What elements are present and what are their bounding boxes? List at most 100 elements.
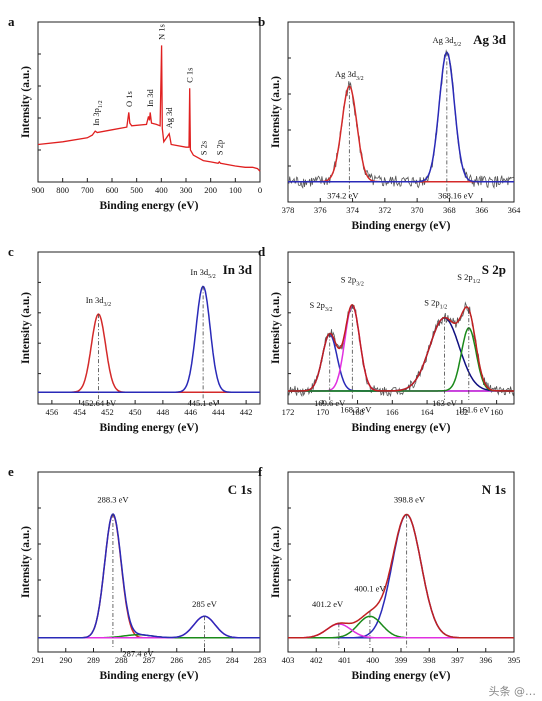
x-tick-label: 200: [204, 185, 217, 195]
fit-envelope-line: [288, 303, 514, 392]
x-tick-label: 374: [346, 205, 360, 215]
x-tick-label: 162: [455, 407, 468, 417]
peak-annotation: S 2p3/2: [310, 300, 333, 313]
fit-peak-line: [38, 513, 260, 639]
panel-d: 172 170 168 166 164 162 160 Binding energy (eV)…: [258, 244, 515, 434]
y-axis-label: Intensity (a.u.): [20, 66, 32, 138]
panel-title: In 3d: [223, 262, 253, 277]
y-axis-label: Intensity (a.u.): [270, 526, 282, 598]
peak-annotation: Ag 3d5/2: [433, 35, 462, 48]
x-tick-label: 400: [155, 185, 168, 195]
x-tick-label: 700: [81, 185, 94, 195]
x-tick-label: 283: [254, 655, 267, 665]
panel-b: 378 376 374 372 370 368 366 364 Binding energy (…: [258, 14, 521, 232]
x-tick-label: 164: [421, 407, 435, 417]
x-axis-label: Binding energy (eV): [99, 200, 198, 212]
peak-annotation: 163 eV: [432, 398, 458, 408]
x-tick-label: 900: [32, 185, 45, 195]
x-tick-label: 168: [351, 407, 364, 417]
x-tick-label: 170: [316, 407, 329, 417]
panel-title: C 1s: [228, 482, 252, 497]
plot-frame: [287, 251, 515, 405]
panel-label: e: [8, 464, 14, 479]
x-tick-label: 376: [314, 205, 327, 215]
x-tick-label: 402: [310, 655, 323, 665]
fit-peak-line: [288, 623, 514, 639]
peak-annotation: 161.6 eV: [458, 404, 490, 414]
panel-title: N 1s: [482, 482, 506, 497]
fit-envelope-line: [288, 513, 514, 639]
survey-spectrum-line: [37, 45, 261, 172]
peak-annotation: 445.1 eV: [188, 398, 220, 408]
panel-label: f: [258, 464, 263, 479]
x-tick-label: 444: [212, 407, 226, 417]
x-tick-label: 100: [229, 185, 242, 195]
peak-annotation: In 3d: [145, 89, 155, 107]
x-axis-label: Binding energy (eV): [99, 422, 198, 434]
x-tick-label: 500: [130, 185, 143, 195]
y-axis-label: Intensity (a.u.): [20, 526, 32, 598]
panel-label: b: [258, 14, 265, 29]
peak-annotation: 287.4 eV: [122, 648, 154, 658]
x-tick-label: 398: [423, 655, 436, 665]
peak-annotation: In 3d3/2: [86, 295, 111, 308]
fit-peak-line: [38, 615, 260, 639]
panel-c: 456 454 452 450 448 446 444 442 Binding energy (…: [8, 244, 261, 434]
x-axis-label: Binding energy (eV): [351, 220, 450, 232]
x-tick-label: 454: [73, 407, 87, 417]
x-tick-label: 401: [338, 655, 351, 665]
x-tick-label: 287: [143, 655, 156, 665]
x-tick-label: 172: [282, 407, 295, 417]
peak-annotation: Ag 3d3/2: [335, 69, 364, 82]
x-tick-label: 378: [282, 205, 295, 215]
x-tick-label: 452: [101, 407, 114, 417]
peak-annotation: In 3p1/2: [91, 100, 104, 125]
x-tick-label: 166: [386, 407, 399, 417]
plot-frame: [287, 21, 515, 203]
peak-annotation: N 1s: [157, 24, 167, 40]
peak-annotation: 452.64 eV: [81, 398, 117, 408]
plot-frame: [37, 251, 261, 405]
x-tick-label: 372: [378, 205, 391, 215]
panel-label: c: [8, 244, 14, 259]
x-tick-label: 289: [87, 655, 100, 665]
panel-a: 900 800 700 600 500 400 300 200 100 0 Binding ener…: [8, 14, 262, 212]
watermark: 头条 @…: [488, 685, 537, 698]
x-tick-label: 300: [180, 185, 193, 195]
x-tick-label: 400: [366, 655, 379, 665]
y-axis-label: Intensity (a.u.): [270, 292, 282, 364]
x-axis-label: Binding energy (eV): [351, 422, 450, 434]
fit-peak-line: [288, 85, 514, 183]
x-tick-label: 286: [170, 655, 183, 665]
peak-annotation: Ag 3d: [164, 107, 174, 129]
x-tick-label: 450: [129, 407, 142, 417]
raw-data-line: [287, 49, 515, 190]
panel-e: 291 290 289 288 287 286 285 284 283 Binding energ…: [8, 464, 266, 682]
peak-annotation: 285 eV: [192, 599, 218, 609]
x-tick-label: 396: [479, 655, 492, 665]
peak-annotation: 401.2 eV: [312, 599, 344, 609]
x-tick-label: 399: [395, 655, 408, 665]
x-tick-label: 288: [115, 655, 128, 665]
x-axis-label: Binding energy (eV): [99, 670, 198, 682]
x-tick-label: 442: [240, 407, 253, 417]
peak-annotation: O 1s: [124, 91, 134, 107]
plot-frame: [37, 21, 261, 183]
peak-annotation: 368.16 eV: [438, 191, 474, 201]
peak-annotation: S 2p1/2: [424, 297, 447, 310]
peak-annotation: C 1s: [185, 68, 195, 83]
peak-annotation: 288.3 eV: [97, 494, 129, 504]
peak-annotation: 168.3 eV: [340, 404, 372, 414]
panel-label: d: [258, 244, 266, 259]
x-tick-label: 456: [46, 407, 59, 417]
fit-peak-line: [288, 513, 514, 639]
raw-data-line: [287, 301, 515, 398]
panel-title: Ag 3d: [473, 32, 507, 47]
fit-peak-line: [288, 333, 514, 392]
peak-annotation: S 2s: [198, 141, 208, 155]
peak-annotation: S 2p3/2: [341, 275, 364, 288]
panel-title: S 2p: [482, 262, 506, 277]
x-tick-label: 397: [451, 655, 464, 665]
fit-peak-line: [288, 51, 514, 183]
peak-annotation: 169.6 eV: [314, 398, 346, 408]
